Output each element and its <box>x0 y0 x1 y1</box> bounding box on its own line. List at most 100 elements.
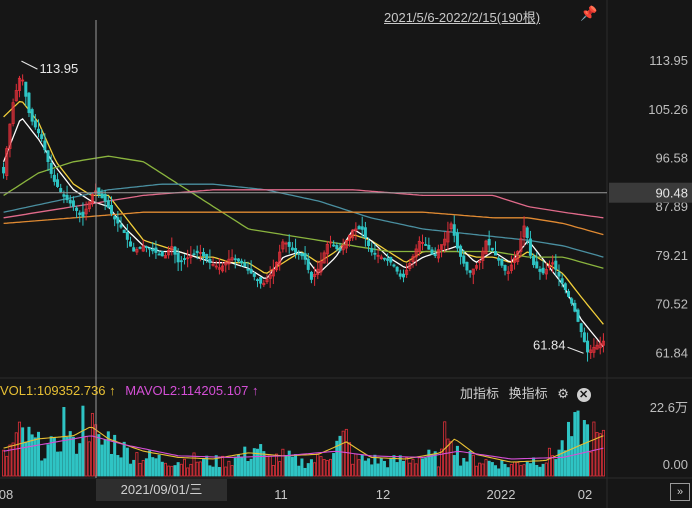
volume-bar <box>141 460 145 477</box>
candle-body <box>541 267 545 274</box>
volume-bar <box>90 413 94 477</box>
volume-bar <box>338 435 342 477</box>
moving-average-line <box>3 189 604 219</box>
candle-body <box>246 268 250 271</box>
volume-bar <box>106 431 110 477</box>
pin-icon[interactable]: 📌 <box>580 5 598 21</box>
volume-bar <box>408 462 412 477</box>
y-tick-label: 79.21 <box>655 248 688 263</box>
candle-body <box>465 261 469 271</box>
volume-bar <box>411 459 415 477</box>
x-tick-label: 12 <box>376 487 390 502</box>
close-icon[interactable]: ✕ <box>576 388 591 402</box>
volume-bar <box>230 465 234 477</box>
candle-body <box>351 229 355 239</box>
candle-body <box>430 249 434 255</box>
candle-body <box>113 216 117 220</box>
candle-body <box>157 253 161 256</box>
candle-body <box>217 267 221 270</box>
candle-body <box>249 268 253 274</box>
volume-bar <box>275 453 279 477</box>
candle-body <box>62 194 66 197</box>
candle-body <box>87 201 91 210</box>
gear-icon[interactable]: ⚙ <box>557 386 569 401</box>
volume-bar <box>367 458 371 477</box>
volume-bar <box>446 438 450 477</box>
volume-bar <box>493 465 498 477</box>
candle-body <box>373 252 377 255</box>
candle-body <box>551 262 555 265</box>
volume-bar <box>309 459 313 477</box>
candle-body <box>281 241 285 250</box>
candle-body <box>335 245 339 250</box>
candle-body <box>433 254 437 256</box>
candle-body <box>271 268 275 277</box>
candle-body <box>243 262 247 267</box>
candle-body <box>332 244 336 247</box>
volume-bar <box>398 455 402 477</box>
candle-body <box>303 253 307 260</box>
volume-bar <box>357 459 361 477</box>
moving-average-line <box>3 100 604 325</box>
switch-indicator-button[interactable]: 换指标 <box>508 386 548 401</box>
candle-body <box>268 274 272 279</box>
candle-body <box>284 242 288 245</box>
candle-body <box>81 211 85 217</box>
candle-body <box>40 134 44 140</box>
candle-body <box>386 258 390 261</box>
candle-body <box>71 200 75 207</box>
volume-bar <box>21 427 25 477</box>
candle-body <box>535 261 539 269</box>
volume-bar <box>30 434 34 477</box>
candle-body <box>471 268 475 275</box>
candle-body <box>27 92 31 113</box>
volume-bar <box>563 450 567 477</box>
moving-average-line <box>3 211 604 236</box>
candle-body <box>376 254 380 257</box>
volume-bar <box>160 461 164 477</box>
candle-body <box>265 278 269 283</box>
candle-body <box>59 188 63 193</box>
volume-bar <box>138 462 142 477</box>
add-indicator-button[interactable]: 加指标 <box>460 386 500 401</box>
candle-body <box>24 81 28 97</box>
volume-bar <box>582 420 586 477</box>
candle-body <box>325 243 329 255</box>
candle-body <box>141 245 145 252</box>
volume-bar <box>589 451 593 477</box>
candle-body <box>443 238 447 246</box>
candle-body <box>582 332 586 343</box>
candle-body <box>338 248 342 251</box>
volume-bar <box>8 444 12 477</box>
volume-bar <box>78 443 82 477</box>
candle-body <box>227 258 231 265</box>
volume-bar <box>503 463 507 477</box>
volume-bar <box>579 445 583 477</box>
mavol2-label: MAVOL2:114205.107 ↑ <box>125 383 259 398</box>
candle-body <box>348 234 352 241</box>
candle-body <box>490 247 494 251</box>
volume-bar <box>484 459 488 477</box>
volume-bar <box>481 463 485 477</box>
candle-body <box>287 241 291 247</box>
candle-body <box>211 263 215 266</box>
candle-body <box>294 248 298 253</box>
date-range-label[interactable]: 2021/5/6-2022/2/15(190根) <box>384 10 541 25</box>
volume-bar <box>11 442 15 477</box>
x-tick-label: 08 <box>0 487 13 502</box>
volume-bar <box>227 460 231 477</box>
volume-bar <box>208 465 212 477</box>
volume-bar <box>500 460 504 477</box>
volume-bar <box>192 452 196 477</box>
volume-bar <box>59 451 63 477</box>
candle-body <box>392 264 396 267</box>
volume-bar <box>436 466 440 477</box>
volume-bar <box>252 448 256 477</box>
volume-bar <box>268 455 272 477</box>
candle-body <box>160 251 164 257</box>
candle-body <box>306 258 310 270</box>
candle-body <box>506 271 510 274</box>
next-page-button[interactable]: » <box>670 483 690 501</box>
volume-bar <box>119 457 123 477</box>
